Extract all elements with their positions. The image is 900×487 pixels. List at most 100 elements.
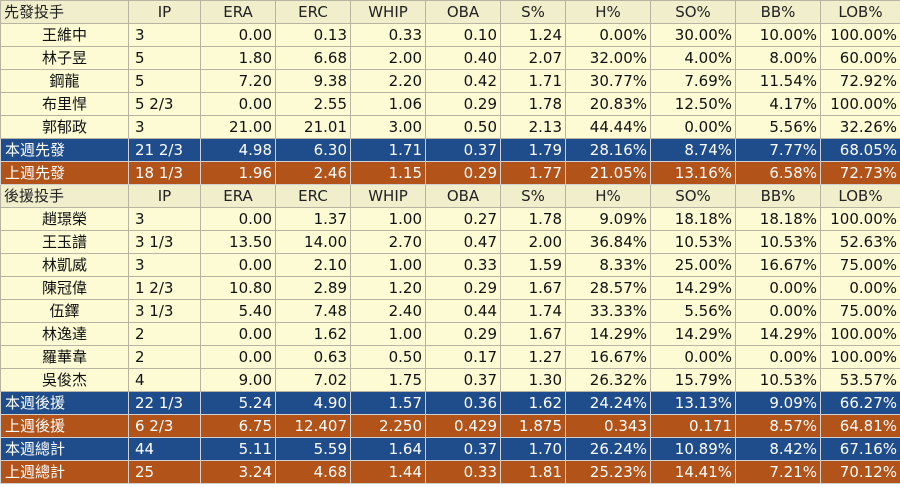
summary-row: 上週先發 18 1/3 1.96 2.46 1.15 0.29 1.77 21.05% 13.1… — [0, 161, 900, 185]
summary-stat-erc: 4.90 — [275, 391, 351, 415]
column-header-so: SO% — [650, 0, 736, 24]
stat-bb: 0.00% — [735, 299, 821, 323]
stat-era: 10.80 — [200, 276, 276, 300]
stat-bb: 18.18% — [735, 207, 821, 231]
column-header-s: S% — [500, 0, 566, 24]
stat-h: 9.09% — [565, 207, 651, 231]
stat-s: 2.00 — [500, 230, 566, 254]
total-stat-bb: 7.21% — [735, 460, 821, 484]
stat-so: 15.79% — [650, 368, 736, 392]
column-header-lob: LOB% — [820, 0, 900, 24]
summary-stat-s: 1.875 — [500, 414, 566, 438]
stat-bb: 14.29% — [735, 322, 821, 346]
stat-erc: 0.13 — [275, 23, 351, 47]
stat-whip: 1.00 — [350, 207, 426, 231]
total-stat-s: 1.81 — [500, 460, 566, 484]
total-stat-so: 10.89% — [650, 437, 736, 461]
stat-erc: 21.01 — [275, 115, 351, 139]
stat-oba: 0.33 — [425, 253, 501, 277]
stat-ip: 2 — [128, 322, 201, 346]
stat-lob: 75.00% — [820, 253, 900, 277]
stat-whip: 0.33 — [350, 23, 426, 47]
stat-oba: 0.17 — [425, 345, 501, 369]
stat-s: 1.59 — [500, 253, 566, 277]
stat-h: 20.83% — [565, 92, 651, 116]
stat-s: 2.07 — [500, 46, 566, 70]
column-header-era: ERA — [200, 0, 276, 24]
section-title: 先發投手 — [0, 0, 129, 24]
stat-s: 1.67 — [500, 276, 566, 300]
stat-lob: 100.00% — [820, 23, 900, 47]
player-row: 林逸達 2 0.00 1.62 1.00 0.29 1.67 14.29% 14.29% 14.2… — [0, 322, 900, 346]
stat-erc: 2.89 — [275, 276, 351, 300]
column-header-era: ERA — [200, 184, 276, 208]
summary-stat-erc: 6.30 — [275, 138, 351, 162]
summary-stat-lob: 72.73% — [820, 161, 900, 185]
player-name: 郭郁政 — [0, 115, 129, 139]
stat-oba: 0.29 — [425, 322, 501, 346]
summary-stat-whip: 1.57 — [350, 391, 426, 415]
stat-oba: 0.47 — [425, 230, 501, 254]
stat-whip: 1.06 — [350, 92, 426, 116]
stat-era: 0.00 — [200, 253, 276, 277]
stat-ip: 2 — [128, 345, 201, 369]
summary-stat-ip: 18 1/3 — [128, 161, 201, 185]
summary-stat-ip: 22 1/3 — [128, 391, 201, 415]
stat-era: 9.00 — [200, 368, 276, 392]
stat-era: 0.00 — [200, 207, 276, 231]
stat-s: 1.27 — [500, 345, 566, 369]
stat-h: 44.44% — [565, 115, 651, 139]
summary-stat-bb: 9.09% — [735, 391, 821, 415]
stat-erc: 2.55 — [275, 92, 351, 116]
stat-h: 16.67% — [565, 345, 651, 369]
column-header-s: S% — [500, 184, 566, 208]
stat-ip: 4 — [128, 368, 201, 392]
player-name: 王維中 — [0, 23, 129, 47]
stat-s: 1.30 — [500, 368, 566, 392]
summary-stat-so: 0.171 — [650, 414, 736, 438]
stat-era: 0.00 — [200, 23, 276, 47]
stat-h: 33.33% — [565, 299, 651, 323]
stat-ip: 5 — [128, 69, 201, 93]
summary-stat-h: 0.343 — [565, 414, 651, 438]
column-header-erc: ERC — [275, 184, 351, 208]
stat-lob: 75.00% — [820, 299, 900, 323]
summary-stat-ip: 21 2/3 — [128, 138, 201, 162]
summary-stat-oba: 0.37 — [425, 138, 501, 162]
stat-lob: 60.00% — [820, 46, 900, 70]
summary-label: 本週先發 — [0, 138, 129, 162]
column-header-bb: BB% — [735, 184, 821, 208]
summary-stat-so: 13.16% — [650, 161, 736, 185]
stat-s: 1.24 — [500, 23, 566, 47]
player-row: 羅華韋 2 0.00 0.63 0.50 0.17 1.27 16.67% 0.00% 0.00%… — [0, 345, 900, 369]
player-name: 林凱威 — [0, 253, 129, 277]
stat-ip: 3 — [128, 253, 201, 277]
summary-stat-whip: 1.71 — [350, 138, 426, 162]
total-row: 本週總計 44 5.11 5.59 1.64 0.37 1.70 26.24% 10.89% 8.… — [0, 437, 900, 461]
summary-stat-h: 21.05% — [565, 161, 651, 185]
stat-so: 7.69% — [650, 69, 736, 93]
player-name: 趙璟榮 — [0, 207, 129, 231]
total-stat-whip: 1.44 — [350, 460, 426, 484]
stat-bb: 5.56% — [735, 115, 821, 139]
column-header-h: H% — [565, 0, 651, 24]
summary-stat-erc: 12.407 — [275, 414, 351, 438]
stat-so: 14.29% — [650, 322, 736, 346]
section-title: 後援投手 — [0, 184, 129, 208]
column-header-oba: OBA — [425, 0, 501, 24]
stat-oba: 0.40 — [425, 46, 501, 70]
stat-whip: 2.00 — [350, 46, 426, 70]
player-row: 伍鐸 3 1/3 5.40 7.48 2.40 0.44 1.74 33.33% 5.56% 0.… — [0, 299, 900, 323]
summary-label: 上週先發 — [0, 161, 129, 185]
stat-whip: 2.20 — [350, 69, 426, 93]
player-name: 林子昱 — [0, 46, 129, 70]
stat-s: 2.13 — [500, 115, 566, 139]
player-row: 林凱威 3 0.00 2.10 1.00 0.33 1.59 8.33% 25.00% 16.67… — [0, 253, 900, 277]
total-stat-h: 25.23% — [565, 460, 651, 484]
stat-bb: 16.67% — [735, 253, 821, 277]
summary-stat-bb: 6.58% — [735, 161, 821, 185]
summary-stat-whip: 2.250 — [350, 414, 426, 438]
stat-erc: 1.62 — [275, 322, 351, 346]
